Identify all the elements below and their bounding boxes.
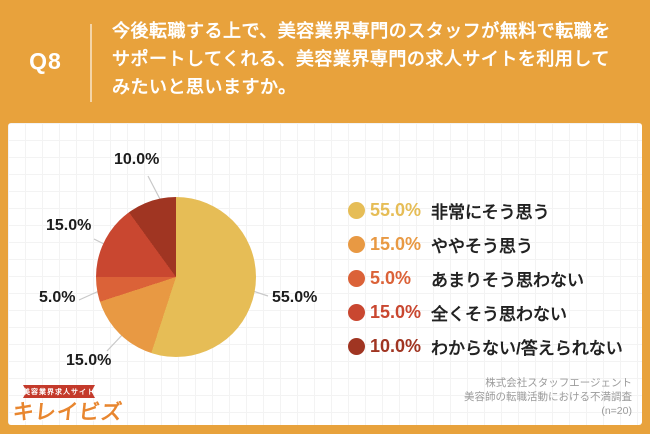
question-text: 今後転職する上で、美容業界専門のスタッフが無料で転職を サポートしてくれる、美容… [112,17,632,101]
legend-item: 15.0% ややそう思う [348,233,623,256]
legend-percent: 5.0% [370,267,412,288]
pie-slice-label-15-bottom: 15.0% [66,352,112,369]
chart-panel: 10.0% 15.0% 5.0% 15.0% 55.0% 55.0% 非常にそう… [8,123,642,425]
legend-label: あまりそう思わない [431,270,584,290]
logo-ribbon: 美容業界求人サイト [23,385,95,398]
pie-slice-label-10: 10.0% [114,151,160,168]
logo-ribbon-text: 美容業界求人サイト [23,388,95,396]
legend-color-dot [348,235,365,253]
question-line-1: 今後転職する上で、美容業界専門のスタッフが無料で転職を [112,21,611,41]
legend-percent: 10.0% [370,335,422,356]
legend-percent: 55.0% [370,199,422,220]
pie-slice-label-5: 5.0% [39,289,76,306]
chart-legend: 55.0% 非常にそう思う 15.0% ややそう思う 5.0% あまりそう思わな… [348,199,623,358]
legend-label: 非常にそう思う [431,202,550,222]
legend-percent: 15.0% [370,301,422,322]
legend-color-dot [348,337,365,355]
pie-chart [96,197,256,357]
legend-item: 55.0% 非常にそう思う [348,199,623,222]
pie-slice-label-15-top: 15.0% [46,217,92,234]
question-number: Q8 [29,48,62,74]
logo-brand-text: キレイビズ [11,401,125,424]
credit-survey-title: 美容師の転職活動における不満調査 [464,391,632,403]
legend-item: 15.0% 全くそう思わない [348,301,623,324]
kireibiz-logo: 美容業界求人サイト キレイビズ [11,381,143,424]
header-divider [90,24,92,102]
legend-label: ややそう思う [431,236,533,256]
legend-color-dot [348,269,365,287]
legend-color-dot [348,303,365,321]
survey-credit: 株式会社スタッフエージェント 美容師の転職活動における不満調査 (n=20) [332,376,632,418]
credit-sample-size: (n=20) [601,405,632,417]
legend-item: 10.0% わからない/答えられない [348,335,623,358]
legend-color-dot [348,201,365,219]
question-line-3: みたいと思いますか。 [112,77,297,97]
credit-company: 株式会社スタッフエージェント [485,377,632,389]
legend-label: わからない/答えられない [431,338,623,358]
legend-item: 5.0% あまりそう思わない [348,267,623,290]
pie-slice-label-55: 55.0% [272,289,318,306]
legend-label: 全くそう思わない [431,304,567,324]
legend-percent: 15.0% [370,233,422,254]
question-line-2: サポートしてくれる、美容業界専門の求人サイトを利用して [112,49,610,69]
